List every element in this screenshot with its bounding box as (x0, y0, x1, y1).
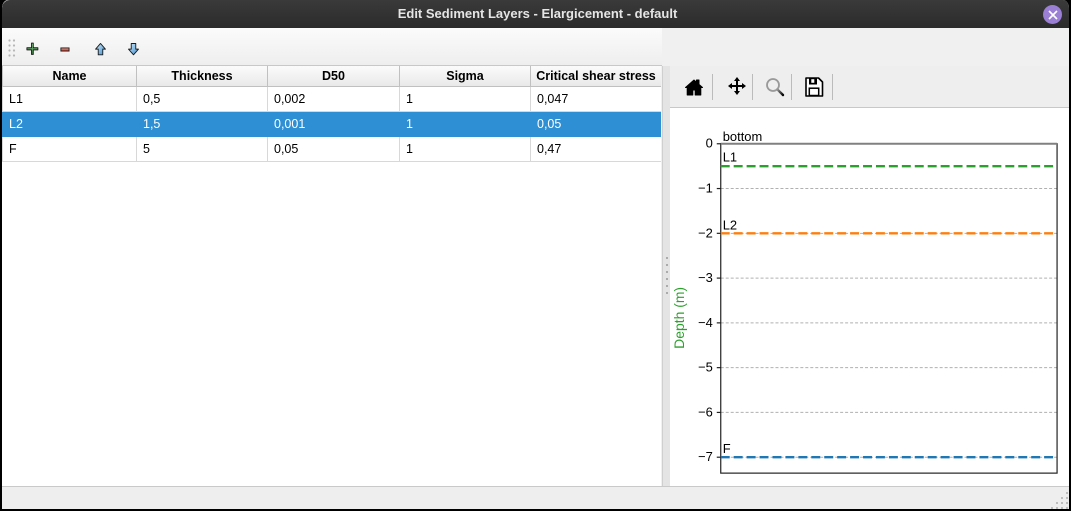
svg-text:bottom: bottom (723, 129, 763, 144)
svg-text:−7: −7 (698, 449, 713, 464)
svg-text:−5: −5 (698, 360, 713, 375)
svg-text:−2: −2 (698, 225, 713, 240)
svg-text:−6: −6 (698, 404, 713, 419)
svg-text:L2: L2 (723, 217, 737, 232)
svg-text:−3: −3 (698, 270, 713, 285)
svg-text:Depth (m): Depth (m) (671, 287, 687, 349)
svg-text:L1: L1 (723, 150, 737, 165)
svg-text:−4: −4 (698, 315, 713, 330)
svg-text:−1: −1 (698, 181, 713, 196)
svg-text:0: 0 (706, 136, 713, 151)
svg-text:F: F (723, 441, 731, 456)
